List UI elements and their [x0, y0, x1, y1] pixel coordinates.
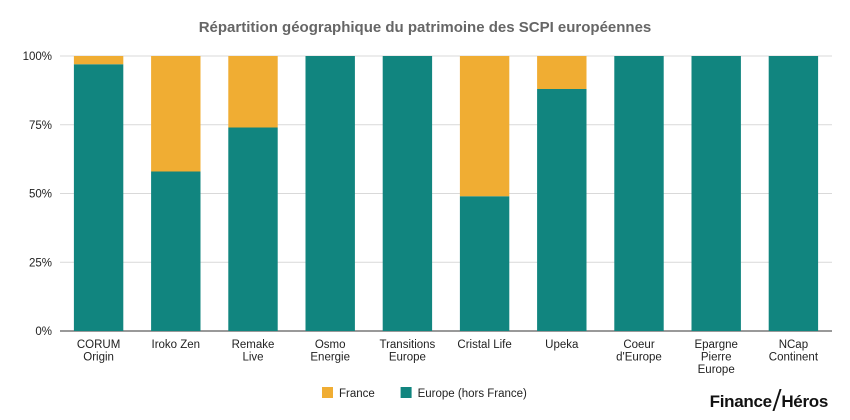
legend: France Europe (hors France) [322, 387, 527, 400]
bar-segment [228, 56, 278, 128]
bar-segment [151, 171, 201, 331]
bar-segment [691, 56, 741, 331]
bar-segment [305, 56, 355, 331]
legend-label: Europe (hors France) [418, 388, 527, 400]
legend-swatch [400, 387, 412, 398]
legend-swatch [322, 387, 333, 398]
x-category-label: Cristal Life [457, 339, 511, 351]
x-axis-categories: CORUM Origin Iroko Zen Remake Live Osmo Energi… [77, 339, 819, 376]
x-category-label: Iroko Zen [152, 339, 201, 351]
y-tick-label: 0% [35, 326, 52, 338]
x-category-label: Transitions Europe [379, 339, 435, 364]
x-category-label: Remake Live [232, 339, 275, 364]
bar-segment [537, 89, 587, 331]
x-category-label: Osmo Energie [310, 339, 350, 364]
bar-segment [768, 56, 819, 331]
bar-segment [151, 56, 201, 172]
y-tick-label: 50% [29, 189, 52, 201]
y-tick-label: 75% [29, 120, 52, 132]
bar-segment [228, 127, 278, 331]
bar-segment [459, 56, 510, 197]
brand-separator [772, 389, 781, 411]
bar-segment [614, 56, 664, 331]
legend-label: France [339, 388, 375, 400]
bar-segment [73, 56, 124, 65]
bar-segment [73, 64, 124, 331]
x-category-label: Coeur d'Europe [616, 339, 662, 364]
x-category-label: Upeka [545, 339, 579, 351]
brand-left: Finance [709, 392, 772, 411]
finance-heros-logo: Finance Héros [710, 389, 828, 412]
bar-segment [537, 56, 587, 89]
y-tick-label: 25% [29, 257, 52, 269]
x-category-label: Epargne Pierre Europe [694, 339, 737, 376]
y-axis-ticks: 0% 25% 50% 75% 100% [23, 51, 52, 338]
y-tick-label: 100% [23, 51, 52, 63]
bar-segment [459, 196, 510, 331]
chart-title: Répartition géographique du patrimoine d… [199, 19, 652, 36]
bar-segment [382, 56, 433, 331]
bars [73, 56, 819, 331]
x-category-label: NCap Continent [769, 339, 819, 364]
brand-right: Héros [781, 392, 828, 411]
x-category-label: CORUM Origin [77, 339, 120, 364]
